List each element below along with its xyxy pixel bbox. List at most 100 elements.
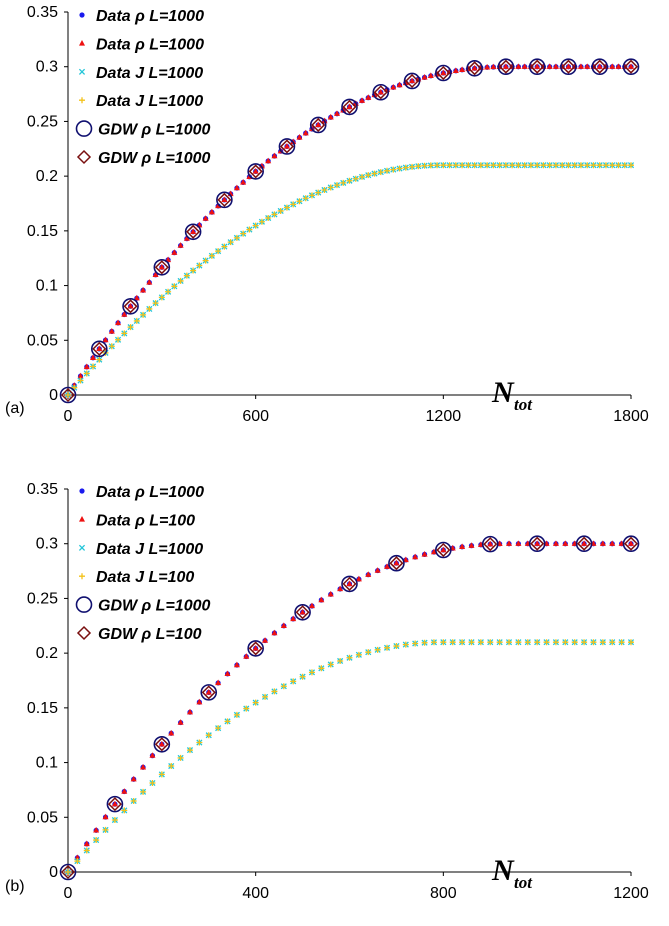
data-point bbox=[296, 134, 303, 140]
data-point bbox=[308, 669, 315, 676]
data-point bbox=[515, 639, 522, 646]
data-point bbox=[534, 162, 541, 169]
data-point bbox=[355, 575, 362, 582]
data-point bbox=[421, 73, 428, 80]
data-point bbox=[309, 116, 327, 134]
data-point bbox=[430, 548, 437, 555]
data-point bbox=[596, 63, 603, 69]
data-point bbox=[571, 162, 578, 169]
data-point bbox=[546, 162, 553, 169]
data-point bbox=[577, 536, 592, 551]
data-point bbox=[60, 864, 76, 880]
data-point bbox=[177, 277, 184, 284]
legend-label: GDW ρ L=1000 bbox=[98, 150, 210, 167]
data-point bbox=[96, 356, 103, 363]
x-tick-label: 1200 bbox=[426, 408, 462, 425]
data-point bbox=[224, 718, 231, 725]
legend-item: Data ρ L=1000 bbox=[79, 484, 204, 501]
data-point bbox=[83, 840, 90, 847]
x-axis-label: N bbox=[491, 376, 515, 409]
data-point bbox=[628, 162, 634, 169]
data-point bbox=[337, 657, 344, 664]
data-point bbox=[565, 63, 572, 69]
data-point bbox=[154, 737, 169, 752]
x-tick-label: 600 bbox=[242, 408, 269, 425]
data-point bbox=[252, 168, 259, 174]
data-point bbox=[584, 63, 591, 69]
data-point bbox=[459, 162, 466, 169]
y-tick-label: 0.15 bbox=[27, 223, 58, 240]
data-point bbox=[278, 138, 296, 155]
data-point bbox=[83, 363, 90, 370]
x-tick-label: 0 bbox=[64, 885, 73, 902]
data-point bbox=[466, 59, 483, 77]
data-point bbox=[490, 63, 497, 70]
data-point bbox=[490, 162, 497, 169]
data-point bbox=[622, 535, 640, 553]
data-point bbox=[371, 91, 378, 98]
x-axis-label-subscript: tot bbox=[514, 873, 533, 892]
data-point bbox=[318, 665, 325, 672]
data-point bbox=[365, 94, 372, 100]
data-point bbox=[524, 639, 531, 646]
legend-label: Data J L=100 bbox=[96, 569, 194, 586]
data-point bbox=[496, 162, 503, 169]
data-point bbox=[153, 258, 171, 276]
data-point bbox=[534, 639, 541, 646]
data-point bbox=[402, 164, 409, 171]
data-point bbox=[384, 644, 391, 651]
data-point bbox=[227, 239, 234, 246]
data-point bbox=[196, 739, 203, 746]
data-point bbox=[327, 184, 334, 191]
data-point bbox=[202, 257, 209, 264]
data-point bbox=[337, 585, 344, 592]
data-point bbox=[521, 162, 528, 169]
data-point bbox=[562, 540, 569, 546]
data-point bbox=[427, 162, 434, 169]
data-point bbox=[602, 162, 609, 169]
data-point bbox=[440, 546, 447, 553]
data-point bbox=[152, 300, 159, 307]
data-point bbox=[152, 271, 159, 277]
data-point bbox=[459, 639, 466, 646]
data-point bbox=[130, 797, 137, 804]
panel-label: (a) bbox=[5, 400, 25, 417]
data-point bbox=[106, 795, 124, 813]
data-point bbox=[465, 162, 472, 169]
data-point bbox=[127, 302, 134, 309]
data-point bbox=[140, 788, 147, 795]
y-tick-label: 0.1 bbox=[36, 278, 58, 295]
data-point bbox=[299, 673, 306, 680]
legend-marker bbox=[76, 149, 92, 165]
data-point bbox=[108, 328, 115, 334]
data-point bbox=[483, 537, 498, 552]
data-point bbox=[186, 224, 201, 239]
data-point bbox=[295, 605, 310, 620]
data-point bbox=[59, 863, 77, 881]
data-point bbox=[528, 535, 546, 553]
data-point bbox=[321, 186, 328, 193]
data-point bbox=[430, 639, 437, 646]
data-point bbox=[280, 683, 287, 690]
legend-marker bbox=[79, 40, 85, 46]
data-point bbox=[561, 59, 576, 74]
data-point bbox=[208, 208, 215, 215]
data-point bbox=[628, 540, 634, 546]
legend-label: Data ρ L=1000 bbox=[96, 36, 204, 53]
data-point bbox=[302, 129, 309, 136]
data-point bbox=[440, 639, 447, 646]
legend-marker bbox=[79, 97, 85, 104]
data-point bbox=[615, 162, 622, 169]
legend-label: Data ρ L=1000 bbox=[96, 8, 204, 25]
chart-panel-b: 0 0.05 0.1 0.15 0.2 0.25 0.3 0.35 0 400 800 1200 (b)… bbox=[5, 481, 649, 902]
data-point bbox=[346, 580, 353, 587]
data-point bbox=[146, 279, 153, 285]
data-point bbox=[290, 201, 297, 208]
data-point bbox=[271, 152, 278, 159]
data-point bbox=[434, 162, 441, 169]
data-point bbox=[342, 576, 357, 591]
data-point bbox=[365, 571, 372, 577]
data-point bbox=[83, 370, 90, 377]
data-point bbox=[296, 198, 303, 205]
series-plus bbox=[65, 162, 634, 398]
